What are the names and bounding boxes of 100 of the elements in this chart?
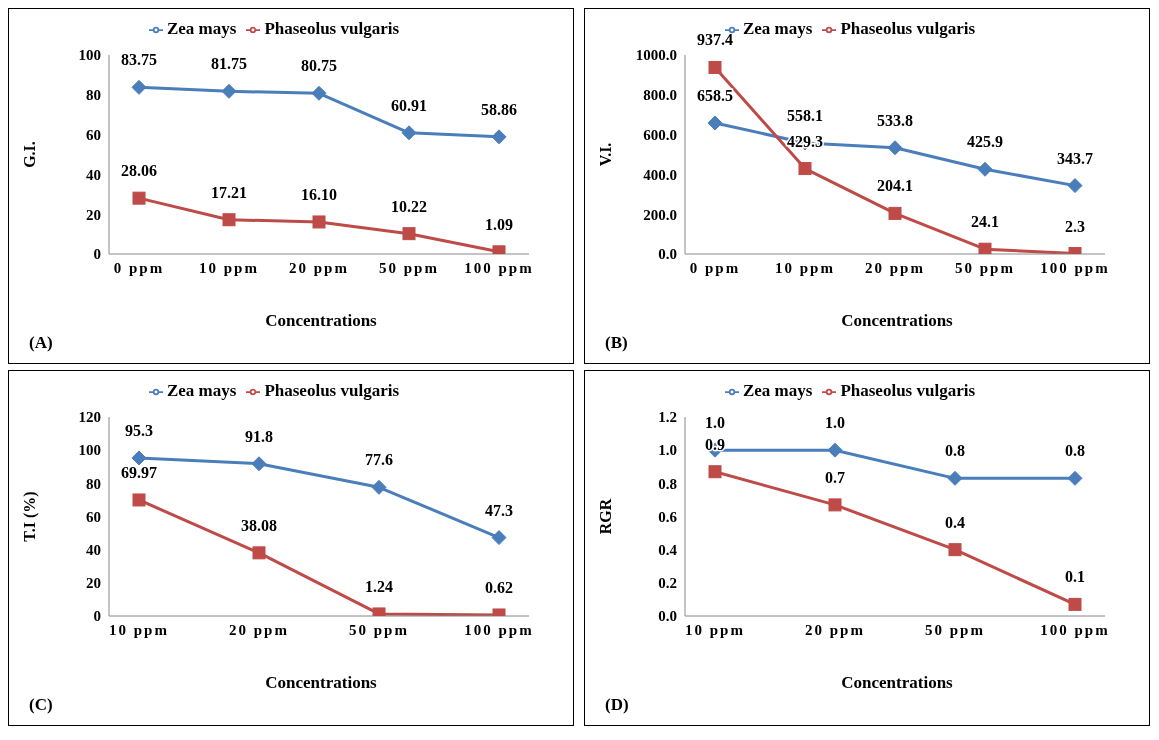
y-tick-label: 40 [86, 541, 101, 558]
y-axis-title: V.I. [596, 142, 614, 167]
data-label: 533.8 [877, 111, 913, 129]
x-axis-title: Concentrations [840, 673, 954, 693]
legend-label: Phaseolus vulgaris [840, 19, 976, 38]
data-label: 69.97 [121, 463, 157, 481]
data-label: 937.4 [697, 31, 733, 49]
point [947, 470, 963, 486]
x-tick-label: 100 ppm [464, 621, 534, 638]
point [401, 125, 417, 141]
point [977, 161, 993, 177]
x-tick-label: 50 ppm [925, 621, 985, 638]
x-axis-title: Concentrations [264, 311, 378, 331]
data-label: 425.9 [967, 133, 1003, 151]
y-tick-label: 0.0 [658, 246, 677, 263]
point [312, 215, 326, 229]
y-tick-label: 20 [86, 206, 101, 223]
point [827, 442, 843, 458]
text: (D) [605, 695, 629, 715]
y-tick-label: 20 [86, 575, 101, 592]
y-tick-label: 100 [78, 47, 101, 64]
x-tick-label: 20 ppm [805, 621, 865, 638]
x-tick-label: 100 ppm [1040, 259, 1110, 276]
data-label: 58.86 [481, 100, 517, 118]
legend-label: Zea mays [742, 19, 813, 38]
point [371, 479, 387, 495]
data-label: 0.8 [945, 442, 965, 460]
y-tick-label: 1.2 [658, 409, 677, 426]
data-label: 429.3 [787, 132, 823, 150]
data-label: 38.08 [241, 516, 277, 534]
y-tick-label: 120 [78, 409, 101, 426]
data-label: 10.22 [391, 197, 427, 215]
x-tick-label: 20 ppm [865, 259, 925, 276]
data-label: 1.09 [485, 215, 513, 233]
point [131, 450, 147, 466]
data-label: 0.1 [1065, 568, 1085, 586]
data-label: 16.10 [301, 185, 337, 203]
y-tick-label: 0.4 [658, 541, 678, 558]
text: (C) [29, 695, 53, 715]
legend-label: Zea mays [166, 381, 237, 400]
y-tick-label: 0 [93, 246, 101, 263]
data-label: 558.1 [787, 106, 823, 124]
point [311, 85, 327, 101]
text: (B) [605, 333, 628, 353]
point [708, 465, 722, 479]
x-tick-label: 50 ppm [955, 259, 1015, 276]
legend-label: Zea mays [166, 19, 237, 38]
y-tick-label: 40 [86, 166, 101, 183]
x-tick-label: 10 ppm [109, 621, 169, 638]
data-label: 1.0 [705, 414, 725, 432]
data-label: 0.4 [945, 513, 965, 531]
point [491, 530, 507, 546]
x-tick-label: 20 ppm [229, 621, 289, 638]
legend-label: Phaseolus vulgaris [840, 381, 976, 400]
x-axis-title: Concentrations [264, 673, 378, 693]
data-label: 0.8 [1065, 442, 1085, 460]
data-label: 2.3 [1065, 217, 1085, 235]
point [222, 213, 236, 227]
y-tick-label: 1000.0 [635, 47, 677, 64]
data-label: 0.62 [485, 578, 513, 596]
y-tick-label: 1.0 [658, 442, 677, 459]
legend-label: Phaseolus vulgaris [264, 19, 400, 38]
point [251, 456, 267, 472]
data-label: 17.21 [211, 183, 247, 201]
point [1067, 470, 1083, 486]
y-tick-label: 0.6 [658, 508, 678, 525]
point [708, 60, 722, 74]
y-tick-label: 200.0 [643, 206, 677, 223]
y-tick-label: 600.0 [643, 126, 677, 143]
y-tick-label: 0.8 [658, 475, 677, 492]
x-tick-label: 10 ppm [775, 259, 835, 276]
point [887, 140, 903, 156]
x-tick-label: 50 ppm [349, 621, 409, 638]
point [948, 543, 962, 557]
x-axis-title: Concentrations [840, 311, 954, 331]
point [252, 546, 266, 560]
data-label: 28.06 [121, 162, 157, 180]
point [131, 79, 147, 95]
point [1067, 178, 1083, 194]
y-axis-title: G.I. [20, 141, 38, 168]
y-tick-label: 0.0 [658, 608, 677, 625]
y-tick-label: 80 [86, 475, 101, 492]
y-tick-label: 0.2 [658, 575, 677, 592]
data-label: 0.7 [825, 468, 845, 486]
data-label: 343.7 [1057, 149, 1093, 167]
data-label: 1.24 [365, 577, 393, 595]
point [978, 242, 992, 254]
y-tick-label: 80 [86, 87, 101, 104]
point [707, 115, 723, 131]
data-label: 658.5 [697, 86, 733, 104]
x-tick-label: 100 ppm [1040, 621, 1110, 638]
point [132, 493, 146, 507]
y-tick-label: 800.0 [643, 87, 677, 104]
point [798, 162, 812, 176]
x-tick-label: 10 ppm [199, 259, 259, 276]
data-label: 1.0 [825, 414, 845, 432]
text: (A) [29, 333, 53, 353]
y-axis-title: RGR [596, 498, 614, 535]
data-label: 77.6 [365, 451, 393, 469]
data-label: 24.1 [971, 213, 999, 231]
